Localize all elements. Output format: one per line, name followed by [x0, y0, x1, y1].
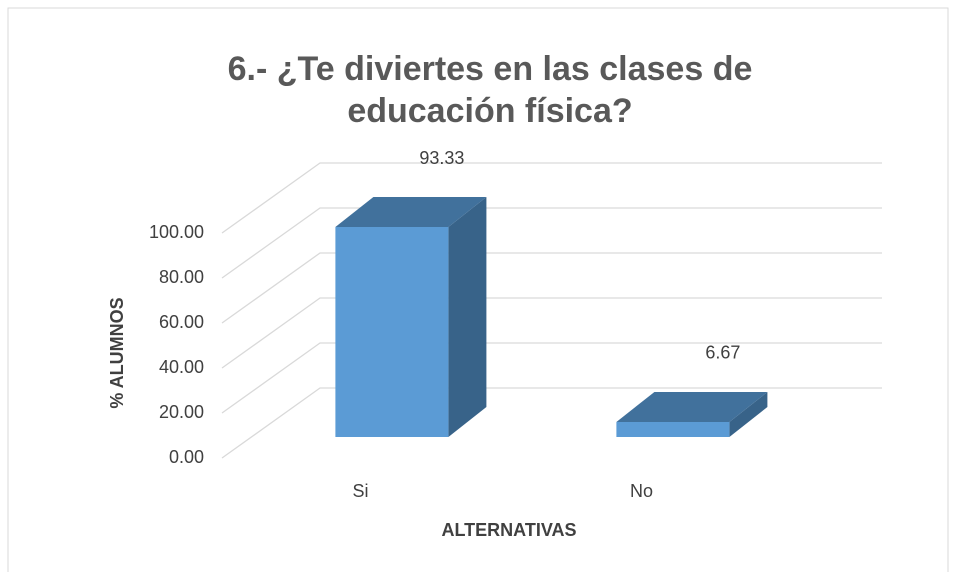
y-tick-label: 100.00 [149, 222, 204, 242]
chart-title: 6.- ¿Te diviertes en las clases de educa… [227, 50, 753, 130]
bar-face [335, 227, 449, 437]
bar [616, 391, 768, 437]
y-tick-label: 60.00 [159, 312, 204, 332]
bar-face [616, 391, 768, 422]
x-axis-label: ALTERNATIVAS [442, 520, 577, 540]
grid-line [221, 252, 882, 324]
y-tick-label: 80.00 [159, 267, 204, 287]
bar-face [448, 197, 487, 437]
y-tick-label: 20.00 [159, 402, 204, 422]
grid-line [221, 207, 882, 279]
grid-line [221, 342, 882, 414]
y-tick-label: 0.00 [169, 447, 204, 467]
bar-face [729, 391, 768, 437]
x-tick-label: Si [352, 481, 368, 501]
data-label: 6.67 [705, 343, 740, 363]
data-label: 93.33 [419, 148, 464, 168]
grid-line [221, 162, 882, 234]
grid-line [221, 297, 882, 369]
bar [335, 197, 487, 437]
y-tick-label: 40.00 [159, 357, 204, 377]
chart-frame [7, 7, 949, 572]
bar-face [616, 421, 730, 437]
x-tick-label: No [630, 481, 653, 501]
bar-face [335, 197, 487, 228]
grid-line [221, 387, 882, 459]
y-axis-label: % ALUMNOS [107, 297, 127, 408]
